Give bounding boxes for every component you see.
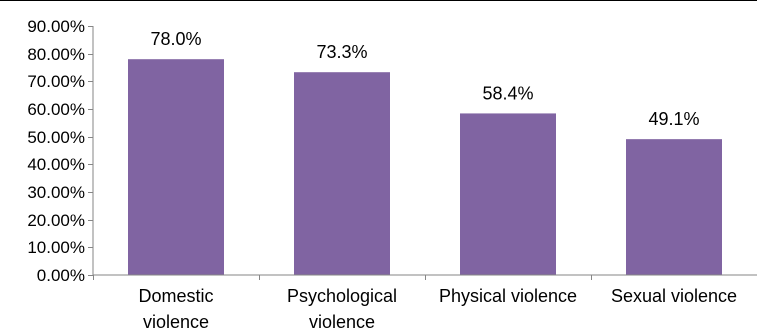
- y-tick-label: 80.00%: [27, 45, 85, 64]
- data-label: 78.0%: [150, 29, 201, 49]
- y-tick-label: 0.00%: [37, 266, 85, 285]
- data-label: 58.4%: [482, 83, 533, 103]
- x-category-label: Sexual violence: [611, 286, 737, 306]
- y-tick-label: 30.00%: [27, 183, 85, 202]
- y-axis-ticks: 0.00% 10.00% 20.00% 30.00% 40.00% 50.00% 60.00…: [27, 17, 93, 285]
- data-label: 49.1%: [648, 109, 699, 129]
- y-tick-label: 70.00%: [27, 72, 85, 91]
- y-tick-label: 40.00%: [27, 155, 85, 174]
- x-category-label: Psychological: [287, 286, 397, 306]
- data-labels: 78.0% 73.3% 58.4% 49.1%: [150, 29, 699, 129]
- bar: [294, 72, 390, 275]
- bar: [626, 139, 722, 275]
- x-category-label: violence: [143, 312, 209, 330]
- y-tick-label: 60.00%: [27, 100, 85, 119]
- x-category-label: Physical violence: [439, 286, 577, 306]
- x-category-label: violence: [309, 312, 375, 330]
- y-tick-label: 20.00%: [27, 211, 85, 230]
- bar: [128, 59, 224, 275]
- y-tick-label: 50.00%: [27, 128, 85, 147]
- y-tick-label: 90.00%: [27, 17, 85, 36]
- bars: [128, 59, 722, 275]
- bar: [460, 113, 556, 275]
- y-tick-label: 10.00%: [27, 238, 85, 257]
- x-axis-labels: Domestic violence Psychological violence Phy…: [94, 275, 757, 330]
- x-category-label: Domestic: [138, 286, 213, 306]
- data-label: 73.3%: [316, 42, 367, 62]
